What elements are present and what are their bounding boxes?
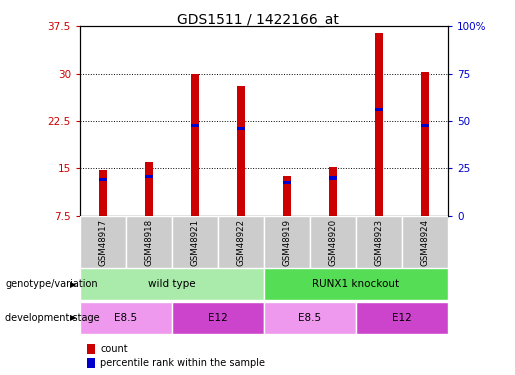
Bar [264,268,448,300]
Bar [375,33,383,216]
Bar [87,358,95,368]
Text: ▶: ▶ [70,280,76,289]
Bar [191,74,199,216]
Bar [126,216,172,268]
Bar [191,124,199,127]
Text: GSM48922: GSM48922 [236,219,246,266]
Bar [99,170,107,216]
Bar [237,86,245,216]
Bar [356,216,402,268]
Bar [145,175,153,178]
Text: GSM48919: GSM48919 [282,219,291,266]
Bar [80,302,172,334]
Text: GDS1511 / 1422166_at: GDS1511 / 1422166_at [177,13,338,27]
Text: E8.5: E8.5 [298,313,321,323]
Text: E8.5: E8.5 [114,313,138,323]
Text: count: count [100,344,128,354]
Bar [264,216,310,268]
Bar [375,108,383,111]
Bar [145,162,153,216]
Bar [80,268,264,300]
Bar [356,302,448,334]
Text: development stage: development stage [5,313,100,323]
Bar [421,124,429,127]
Text: ▶: ▶ [70,314,76,322]
Text: GSM48921: GSM48921 [191,219,199,266]
Text: GSM48924: GSM48924 [421,219,430,266]
Text: E12: E12 [392,313,412,323]
Bar [172,302,264,334]
Bar [329,167,337,216]
Bar [80,216,126,268]
Text: E12: E12 [208,313,228,323]
Bar [310,216,356,268]
Text: percentile rank within the sample: percentile rank within the sample [100,358,265,368]
Text: wild type: wild type [148,279,196,289]
Bar [421,72,429,216]
Bar [264,302,356,334]
Text: GSM48923: GSM48923 [374,219,384,266]
Text: GSM48918: GSM48918 [144,219,153,266]
Bar [87,344,95,354]
Bar [218,216,264,268]
Bar [283,181,291,184]
Text: GSM48917: GSM48917 [98,219,107,266]
Text: genotype/variation: genotype/variation [5,279,98,289]
Text: RUNX1 knockout: RUNX1 knockout [313,279,400,289]
Bar [172,216,218,268]
Bar [99,178,107,181]
Bar [237,127,245,130]
Text: GSM48920: GSM48920 [329,219,337,266]
Bar [402,216,448,268]
Bar [283,176,291,216]
Bar [329,177,337,180]
